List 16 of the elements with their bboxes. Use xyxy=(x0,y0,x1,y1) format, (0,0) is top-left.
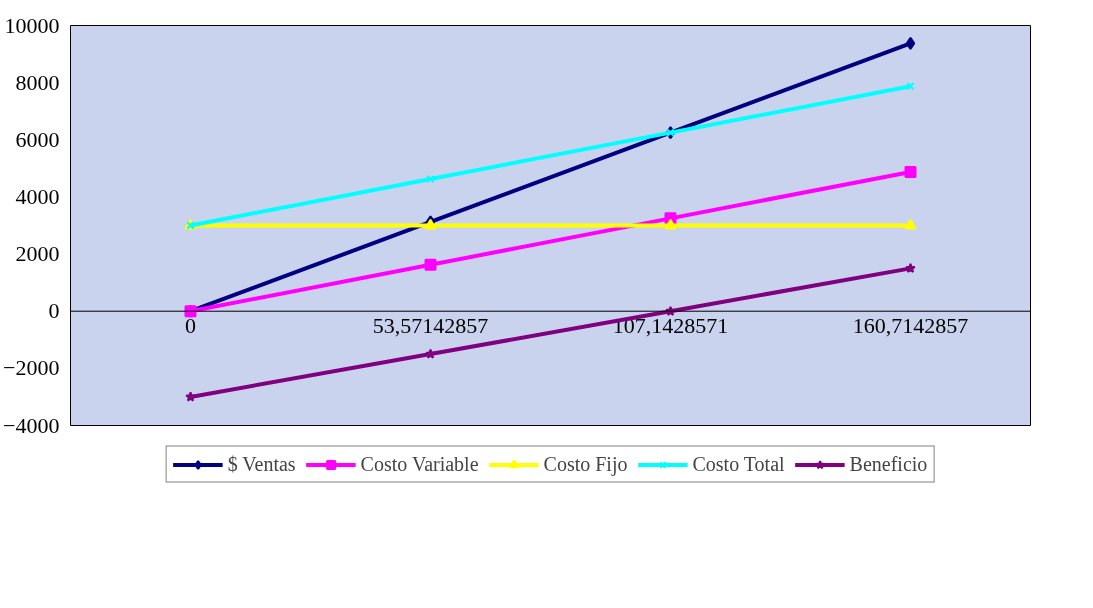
legend-label: Costo Fijo xyxy=(543,452,628,476)
legend-label: $ Ventas xyxy=(227,452,296,476)
legend-label: Costo Total xyxy=(692,452,785,476)
y-tick-label: −2000 xyxy=(3,355,60,381)
x-tick-label: 107,1428571 xyxy=(612,313,729,339)
y-tick-label: −4000 xyxy=(3,412,60,438)
y-tick-label: 10000 xyxy=(4,12,60,38)
legend-label: Beneficio xyxy=(849,452,928,476)
y-tick-label: 4000 xyxy=(15,183,60,209)
x-tick-label: 160,7142857 xyxy=(852,313,969,339)
legend-label: Costo Variable xyxy=(360,452,479,476)
x-tick-label: 53,57142857 xyxy=(372,313,489,339)
y-tick-label: 6000 xyxy=(15,126,60,152)
y-tick-label: 8000 xyxy=(15,69,60,95)
x-tick-label: 0 xyxy=(185,313,196,339)
y-tick-label: 2000 xyxy=(15,241,60,267)
